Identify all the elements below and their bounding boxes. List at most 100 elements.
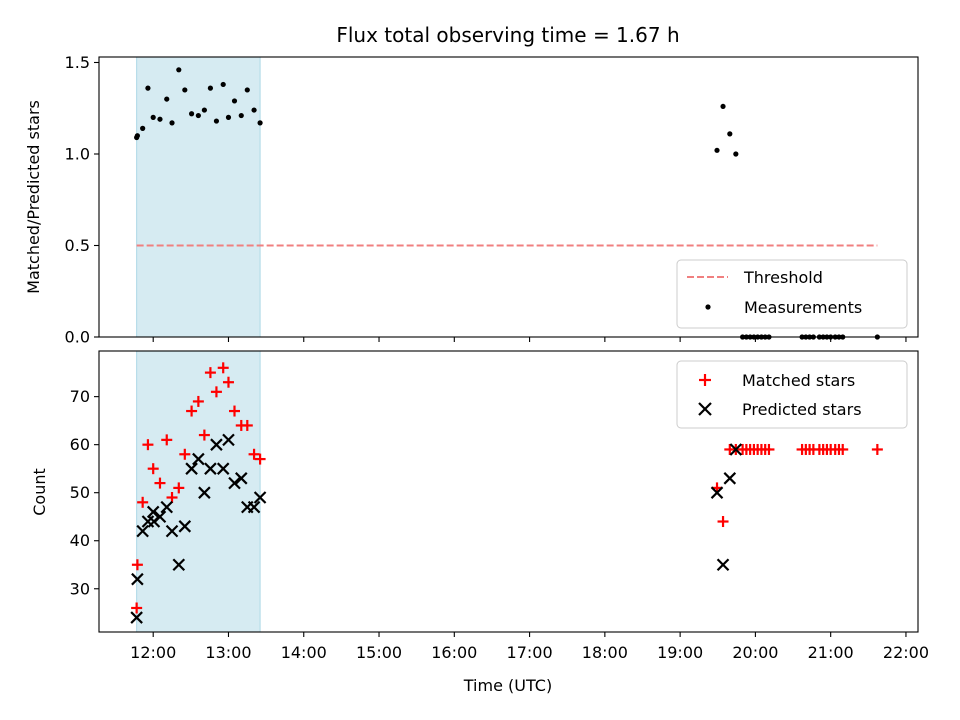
measurement-point — [231, 98, 238, 104]
predicted-star-point — [247, 500, 261, 514]
measurement-point — [195, 112, 201, 119]
x-stroke-b — [723, 472, 737, 485]
measurements-legend-label: Measurements — [744, 298, 862, 317]
predicted-star-point — [153, 510, 167, 523]
predicted-star-point — [216, 462, 230, 475]
x-tick-label: 19:00 — [657, 643, 703, 662]
x-tick-label: 14:00 — [281, 643, 327, 662]
measurement-point — [733, 151, 739, 157]
matched-star-point — [228, 405, 240, 417]
measurements-legend-swatch — [705, 304, 711, 310]
matched-star-point — [717, 516, 729, 528]
x-stroke-b — [136, 524, 149, 538]
measurement-point — [213, 118, 220, 124]
x-stroke-b — [131, 572, 144, 586]
y-tick-label: 0.0 — [65, 328, 90, 347]
x-stroke-b — [228, 476, 241, 490]
predicted-star-point — [130, 611, 143, 624]
matched-star-point — [161, 434, 173, 446]
matched-star-point — [204, 367, 216, 379]
predicted-star-point — [185, 462, 198, 475]
highlight-span-rect — [136, 350, 261, 633]
count-panel-frame — [98, 350, 919, 633]
y-tick-label: 0.5 — [65, 236, 90, 255]
count-x-ticks: 12:00 13:00 14:00 15:00 16:00 17:00 18:00 19:00… — [130, 632, 929, 662]
y-tick-label: 1.5 — [65, 53, 90, 72]
predicted-star-point — [198, 486, 211, 499]
measurement-point — [257, 120, 263, 126]
measurement-point — [238, 112, 244, 119]
matched-star-point — [217, 362, 229, 374]
predicted-star-point — [716, 558, 730, 572]
predicted-star-point — [172, 558, 186, 572]
measurement-point — [225, 114, 232, 120]
measurement-point — [134, 133, 140, 139]
ratio-y-axis-label: Matched/Predicted stars — [24, 100, 43, 294]
measurement-point — [169, 120, 175, 126]
x-tick-label: 15:00 — [356, 643, 402, 662]
measurement-point — [145, 85, 151, 91]
x-stroke-b — [247, 500, 261, 514]
measurement-point — [157, 116, 163, 122]
chart-title: Flux total observing time = 1.67 h — [336, 23, 679, 47]
x-tick-label: 17:00 — [507, 643, 553, 662]
x-tick-label: 20:00 — [732, 643, 778, 662]
x-stroke-b — [165, 524, 179, 538]
ratio-x-ticks — [152, 337, 907, 342]
matched-star-point — [154, 477, 166, 489]
x-tick-label: 13:00 — [205, 643, 251, 662]
measurement-point — [714, 147, 720, 153]
matched-star-point — [198, 429, 210, 441]
measurement-point — [220, 81, 226, 88]
measurement-point — [201, 107, 207, 113]
predicted-stars-series — [130, 433, 743, 624]
predicted-star-point — [729, 443, 743, 456]
x-stroke-b — [222, 433, 235, 447]
predicted-star-point — [136, 524, 149, 538]
matched-star-point — [837, 443, 849, 455]
x-stroke-b — [185, 462, 198, 475]
predicted-star-point — [228, 476, 241, 490]
matched-star-point — [131, 559, 143, 571]
highlight-span — [136, 56, 261, 338]
matched-star-point — [142, 439, 154, 451]
x-tick-label: 22:00 — [883, 643, 929, 662]
y-tick-label: 50 — [70, 483, 90, 502]
x-stroke-b — [204, 462, 217, 475]
ratio-panel: 0.0 0.5 1.0 1.5 Matched/Predicted stars Thr… — [24, 53, 919, 347]
y-tick-label: 70 — [70, 387, 90, 406]
matched-star-point — [210, 386, 222, 398]
ratio-y-ticks: 0.0 0.5 1.0 1.5 — [65, 53, 99, 347]
matched-star-point — [173, 482, 185, 494]
x-stroke-b — [729, 443, 743, 456]
measurement-point — [188, 111, 195, 117]
x-tick-label: 18:00 — [582, 643, 628, 662]
matched-star-point — [186, 405, 198, 417]
matched-star-point — [137, 496, 149, 508]
matched-star-point — [254, 453, 266, 465]
x-stroke-b — [216, 462, 230, 475]
matched-star-point — [222, 376, 234, 388]
y-tick-label: 40 — [70, 531, 90, 550]
predicted-legend-label: Predicted stars — [742, 400, 862, 419]
matched-legend-label: Matched stars — [742, 371, 855, 390]
y-tick-label: 60 — [70, 435, 90, 454]
y-tick-label: 30 — [70, 579, 90, 598]
matched-star-point — [179, 448, 191, 460]
count-legend: Matched stars Predicted stars — [676, 360, 908, 429]
x-stroke-b — [153, 510, 167, 523]
predicted-star-point — [178, 520, 192, 533]
predicted-star-point — [234, 472, 248, 485]
x-stroke-b — [253, 491, 267, 504]
y-tick-label: 1.0 — [65, 144, 90, 163]
highlight-span — [136, 350, 261, 633]
x-stroke-b — [160, 500, 174, 514]
measurement-point — [727, 131, 733, 137]
x-stroke-b — [716, 558, 730, 572]
measurements-series — [134, 67, 880, 340]
threshold-legend-label: Threshold — [743, 268, 823, 287]
highlight-span-rect — [136, 56, 261, 338]
predicted-star-point — [160, 500, 174, 514]
count-y-ticks: 30 40 50 60 70 — [70, 387, 99, 598]
